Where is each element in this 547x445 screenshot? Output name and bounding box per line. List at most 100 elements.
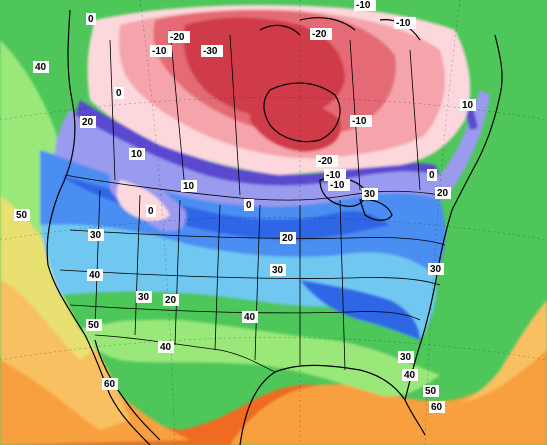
graticule-line [0, 337, 547, 361]
contour-label-text: 10 [462, 100, 474, 111]
state-lines-horizontal [59, 229, 446, 321]
label-minus30-nwt: -30 [201, 45, 223, 57]
band-15-darker [60, 175, 390, 240]
contour-label-background [86, 319, 102, 331]
label-10-montana: 10 [181, 180, 197, 192]
label-30-oregon: 30 [88, 229, 104, 241]
label-0-alaska: 0 [86, 13, 96, 25]
contour-label-background [435, 187, 451, 199]
contour-label-background [310, 28, 332, 40]
contour-label-text: -10 [152, 46, 167, 57]
label-0-dakota: 0 [244, 199, 254, 211]
label-50-california-south: 50 [86, 319, 102, 331]
contour-label-text: -10 [356, 0, 371, 11]
contour-label-text: 30 [364, 189, 376, 200]
contour-label-background [14, 209, 30, 221]
contour-label-background [402, 369, 418, 381]
contour-label-background [163, 294, 179, 306]
contour-label-background [80, 116, 96, 128]
band-10-canada-south [55, 90, 490, 207]
contour-label-background [129, 148, 145, 160]
contour-label-text: 10 [131, 149, 143, 160]
contour-label-text: 0 [88, 14, 94, 25]
contour-label-text: -20 [318, 156, 333, 167]
contour-label-background [102, 378, 118, 390]
contour-label-background [427, 169, 437, 181]
label-minus20-nunavut: -20 [310, 28, 332, 40]
us-canada-border [64, 174, 441, 201]
band-40-south-us [80, 315, 440, 397]
contour-label-text: 0 [116, 88, 122, 99]
contour-label-text: 50 [16, 210, 28, 221]
label-10-labrador: 10 [460, 99, 476, 111]
contour-label-background [354, 0, 376, 11]
contour-label-background [244, 199, 254, 211]
contour-label-text: -20 [170, 32, 185, 43]
contour-label-text: 30 [90, 230, 102, 241]
contour-label-text: 0 [148, 206, 154, 217]
contour-label-text: -10 [396, 18, 411, 29]
us-mexico-border [94, 334, 276, 373]
contour-label-background [270, 264, 286, 276]
contour-label-background [86, 13, 96, 25]
label-20-maine: 20 [435, 187, 451, 199]
label-60-atlantic: 60 [429, 401, 445, 413]
label-minus10-greenland: -10 [394, 17, 416, 29]
label-40-california-north: 40 [87, 269, 103, 281]
label-minus20-ontario: -20 [316, 155, 338, 167]
label-30-great-lakes: 30 [362, 188, 378, 200]
contour-label-text: 30 [138, 292, 150, 303]
contour-label-text: 0 [429, 170, 435, 181]
label-0-prairies: 0 [146, 205, 156, 217]
contour-label-background [146, 205, 156, 217]
contour-label-text: 20 [82, 117, 94, 128]
contour-label-text: -10 [352, 116, 367, 127]
label-50-florida: 50 [423, 385, 439, 397]
label-0-quebec: 0 [427, 169, 437, 181]
label-minus10-superior: -10 [324, 169, 346, 181]
contour-label-background [136, 291, 152, 303]
band-minus30 [183, 17, 345, 119]
contour-label-text: 30 [430, 264, 442, 275]
contour-label-text: 30 [400, 352, 412, 363]
band-15-east [300, 280, 420, 340]
label-0-bc: 0 [114, 87, 124, 99]
band-50-atlantic [440, 300, 547, 410]
label-40-texas: 40 [158, 341, 174, 353]
contour-label-background [350, 115, 372, 127]
contour-label-background [428, 263, 444, 275]
contour-label-text: 40 [244, 312, 256, 323]
band-0-prairies [116, 180, 170, 222]
contour-label-background [181, 180, 197, 192]
contour-label-background [460, 99, 476, 111]
coastlines [46, 9, 503, 445]
contour-label-background [429, 401, 445, 413]
contour-label-text: 20 [282, 233, 294, 244]
contour-label-background [324, 169, 346, 181]
graticule-line [139, 0, 176, 445]
contour-label-text: 60 [104, 379, 116, 390]
province-lines [109, 29, 421, 196]
contour-label-text: 40 [35, 62, 47, 73]
graticule-line [0, 97, 547, 121]
contour-label-background [168, 31, 190, 43]
contour-label-text: 40 [404, 370, 416, 381]
label-60-baja: 60 [102, 378, 118, 390]
contour-label-background [394, 17, 416, 29]
baja-coastline [94, 339, 161, 441]
label-20-colorado: 20 [163, 294, 179, 306]
contour-label-text: 20 [437, 188, 449, 199]
label-30-nevada: 30 [270, 264, 286, 276]
contour-label-text: 50 [425, 386, 437, 397]
label-minus10-hudson: -10 [350, 115, 372, 127]
contour-label-background [398, 351, 414, 363]
contour-label-text: 30 [272, 265, 284, 276]
state-lines-west [94, 189, 221, 351]
band-60-gulf [230, 350, 547, 445]
contour-label-text: 10 [183, 181, 195, 192]
contour-label-background [158, 341, 174, 353]
contour-label-text: 40 [160, 342, 172, 353]
band-5-edge [75, 100, 440, 186]
